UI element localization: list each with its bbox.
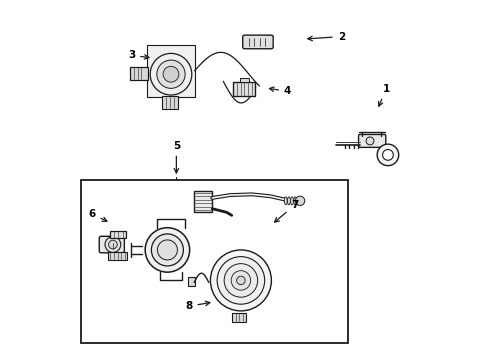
Text: 1: 1: [378, 84, 389, 106]
Circle shape: [295, 196, 304, 206]
FancyBboxPatch shape: [358, 134, 385, 147]
Circle shape: [145, 228, 189, 272]
Text: 2: 2: [307, 32, 344, 41]
FancyBboxPatch shape: [147, 45, 194, 97]
Circle shape: [217, 257, 264, 304]
FancyBboxPatch shape: [233, 82, 254, 96]
FancyBboxPatch shape: [194, 191, 212, 212]
Ellipse shape: [284, 197, 286, 205]
Ellipse shape: [296, 197, 299, 205]
Ellipse shape: [287, 197, 290, 205]
FancyBboxPatch shape: [242, 35, 273, 49]
Bar: [81, 180, 348, 343]
FancyBboxPatch shape: [162, 96, 178, 109]
Text: 7: 7: [274, 200, 298, 222]
Text: 8: 8: [185, 301, 209, 311]
Text: 4: 4: [269, 86, 291, 96]
Text: 6: 6: [88, 209, 107, 221]
Text: 5: 5: [172, 141, 180, 173]
Ellipse shape: [293, 197, 296, 205]
FancyBboxPatch shape: [231, 313, 246, 321]
FancyBboxPatch shape: [99, 236, 124, 253]
Circle shape: [151, 234, 183, 266]
FancyBboxPatch shape: [130, 67, 147, 80]
Ellipse shape: [387, 152, 391, 158]
FancyBboxPatch shape: [110, 231, 126, 238]
Circle shape: [210, 250, 271, 311]
Circle shape: [231, 271, 250, 290]
Circle shape: [376, 144, 398, 166]
Circle shape: [105, 237, 121, 252]
Circle shape: [236, 276, 244, 285]
Circle shape: [157, 60, 185, 88]
Circle shape: [224, 264, 257, 297]
FancyBboxPatch shape: [240, 78, 248, 82]
Circle shape: [366, 137, 373, 145]
Circle shape: [382, 149, 392, 160]
Circle shape: [157, 240, 177, 260]
FancyBboxPatch shape: [188, 277, 195, 286]
Circle shape: [108, 240, 117, 249]
FancyBboxPatch shape: [107, 252, 127, 260]
Ellipse shape: [290, 197, 293, 205]
Text: 3: 3: [128, 50, 149, 60]
Circle shape: [163, 66, 179, 82]
Circle shape: [150, 53, 191, 95]
